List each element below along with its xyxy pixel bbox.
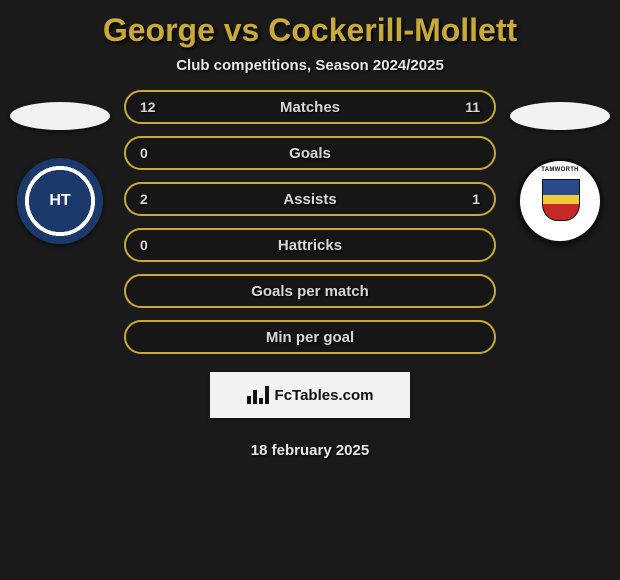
stat-left-value: 0 — [140, 145, 148, 161]
stat-label: Goals per match — [251, 283, 369, 300]
left-team-badge — [17, 158, 103, 244]
season-subtitle: Club competitions, Season 2024/2025 — [176, 57, 444, 74]
stat-right-value: 11 — [465, 99, 480, 115]
stat-label: Hattricks — [278, 237, 342, 254]
fctables-text: FcTables.com — [275, 387, 374, 404]
stat-row-matches: 12 Matches 11 — [124, 90, 496, 124]
stat-right-value: 1 — [472, 191, 480, 207]
stat-label: Matches — [280, 99, 340, 116]
right-team-column — [508, 90, 612, 244]
page-title: George vs Cockerill-Mollett — [103, 12, 517, 49]
fctables-attribution[interactable]: FcTables.com — [210, 372, 410, 418]
stat-row-assists: 2 Assists 1 — [124, 182, 496, 216]
fctables-logo: FcTables.com — [247, 386, 374, 404]
left-team-ellipse — [10, 102, 110, 130]
stat-left-value: 2 — [140, 191, 148, 207]
stat-left-value: 0 — [140, 237, 148, 253]
stat-row-min-per-goal: Min per goal — [124, 320, 496, 354]
stat-label: Assists — [283, 191, 336, 208]
bars-icon — [247, 386, 269, 404]
stat-row-hattricks: 0 Hattricks — [124, 228, 496, 262]
stat-row-goals: 0 Goals — [124, 136, 496, 170]
comparison-card: George vs Cockerill-Mollett Club competi… — [0, 0, 620, 469]
left-team-column — [8, 90, 112, 244]
right-team-ellipse — [510, 102, 610, 130]
main-row: 12 Matches 11 0 Goals 2 Assists 1 0 Hatt… — [0, 90, 620, 459]
stat-left-value: 12 — [140, 99, 156, 115]
date-line: 18 february 2025 — [251, 442, 369, 459]
stat-label: Min per goal — [266, 329, 354, 346]
stats-column: 12 Matches 11 0 Goals 2 Assists 1 0 Hatt… — [112, 90, 508, 459]
right-team-badge — [517, 158, 603, 244]
stat-row-goals-per-match: Goals per match — [124, 274, 496, 308]
stat-label: Goals — [289, 145, 331, 162]
